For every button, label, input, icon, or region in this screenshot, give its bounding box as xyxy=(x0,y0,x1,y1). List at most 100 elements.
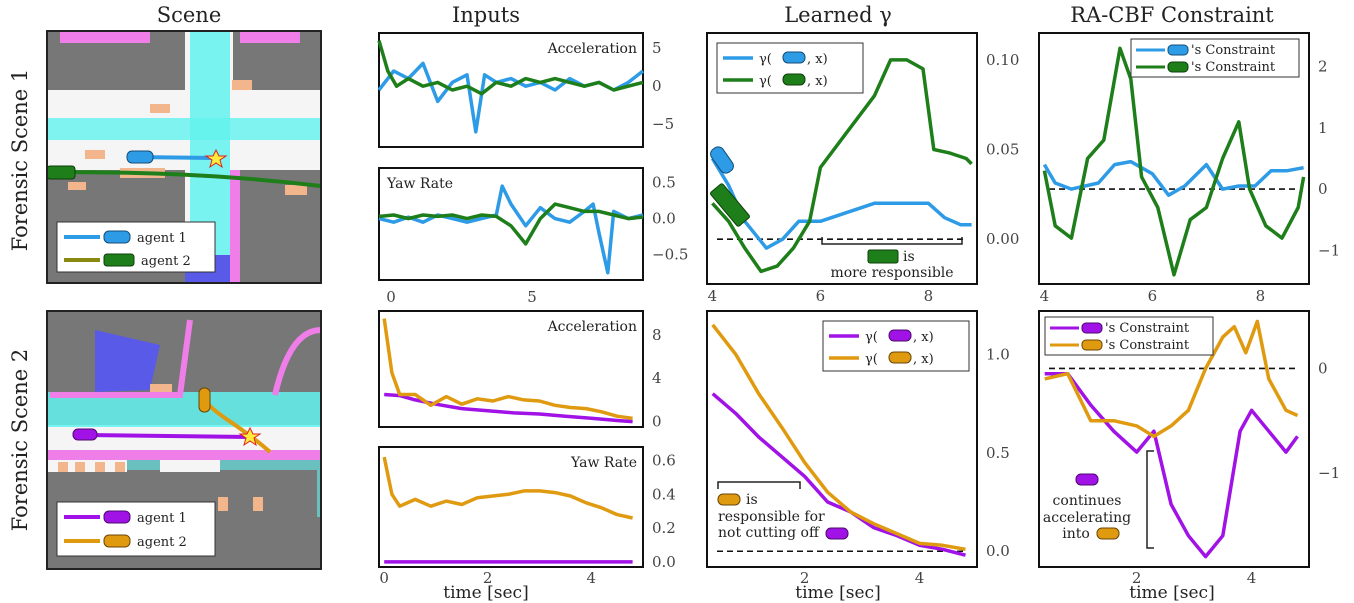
s2_accel-frame xyxy=(378,310,644,428)
s2_accel-ytick-2: 0 xyxy=(652,413,662,431)
s1_yaw-series-1 xyxy=(378,202,644,246)
column-title-inputs: Inputs xyxy=(452,3,520,27)
s2-cbf-annot-orange-car-icon xyxy=(1096,527,1120,540)
s2-gamma-annot-orange-car-icon xyxy=(717,493,741,506)
s2_cbf-series-0 xyxy=(1044,371,1299,559)
s1_cbf-xtick-1: 6 xyxy=(1148,287,1158,305)
s1_gamma-legend-car-icon-0 xyxy=(782,51,806,64)
s1_gamma-xtick-1: 6 xyxy=(816,287,826,305)
s1_cbf-legend-car-icon-0 xyxy=(1167,44,1189,56)
scene-2-map: agent 1 agent 2 xyxy=(46,310,322,570)
s2-gamma-annot-line-3: not cutting off xyxy=(718,525,820,541)
s1_gamma-series-0 xyxy=(710,157,972,250)
s1-gamma-annot-line-2: more responsible xyxy=(830,265,953,281)
s2_gamma-legend: γ(, x) γ(, x) xyxy=(822,320,970,372)
svg-text:, x): , x) xyxy=(913,352,934,367)
s1_gamma-ytick-1: 0.05 xyxy=(986,141,1019,159)
s2_gamma-ytick-0: 1.0 xyxy=(986,345,1010,363)
svg-text:'s Constraint: 's Constraint xyxy=(1191,43,1276,58)
column-title-racbf: RA-CBF Constraint xyxy=(1070,3,1274,27)
s2-gamma-annot-line-1: is xyxy=(746,492,758,508)
s2_gamma-xtick-1: 4 xyxy=(915,569,925,587)
s1_cbf-ytick-2: 0 xyxy=(1318,180,1328,198)
svg-text:'s Constraint: 's Constraint xyxy=(1105,338,1190,353)
s1_accel-series-1 xyxy=(377,40,644,96)
s2_cbf-legend: 's Constraint 's Constraint xyxy=(1044,316,1214,356)
s1_gamma-legend: γ(, x) γ(, x) xyxy=(716,42,864,94)
s2-cbf-annot-purple-car-icon xyxy=(1075,473,1099,486)
s1-gamma-annotation: is more responsible xyxy=(710,146,963,281)
s2-cbf-annot-line-1: continues xyxy=(1053,493,1122,509)
s1_gamma-xtick-0: 4 xyxy=(708,287,718,305)
s1_yaw-series-0 xyxy=(378,184,644,275)
s1-gamma-blue-car-icon xyxy=(710,146,734,174)
s1-gamma-chart: 0.10 0.05 0.00 4 6 8 γ(, x) γ(, x) xyxy=(706,32,1019,305)
scene-1-legend-agent-2: agent 2 xyxy=(141,254,191,269)
scene-2-legend-agent-1: agent 1 xyxy=(137,511,187,526)
s2_gamma-xtick-0: 2 xyxy=(800,569,810,587)
scene-2-legend: agent 1 agent 2 xyxy=(56,501,216,557)
svg-text:, x): , x) xyxy=(913,330,934,345)
s2_accel-title: Acceleration xyxy=(547,319,637,335)
s1_gamma-legend-car-icon-1 xyxy=(782,73,806,86)
s2-yaw-chart: 0.6 0.4 0.2 0.0 0 2 4 Yaw Rate xyxy=(378,446,676,587)
s1_cbf-legend-car-icon-1 xyxy=(1167,61,1189,73)
xlabel-cbf: time [sec] xyxy=(1129,583,1214,603)
s2_yaw-ytick-2: 0.2 xyxy=(652,519,676,537)
s1_accel-frame xyxy=(378,32,644,148)
s2_yaw-ytick-3: 0.0 xyxy=(652,553,676,571)
svg-text:, x): , x) xyxy=(807,74,828,89)
s2_yaw-xtick-2: 4 xyxy=(586,569,596,587)
scene-1-map: agent 1 agent 2 xyxy=(46,30,322,284)
s2_gamma-ytick-1: 0.5 xyxy=(986,444,1010,462)
s2_cbf-ytick-0: 0 xyxy=(1318,359,1328,377)
s1_accel-title: Acceleration xyxy=(547,41,637,57)
s2_accel-ytick-0: 8 xyxy=(652,326,662,344)
s1_accel-ytick-2: −5 xyxy=(652,115,674,133)
xlabel-inputs: time [sec] xyxy=(443,583,528,603)
svg-text:'s Constraint: 's Constraint xyxy=(1191,60,1276,75)
xlabel-gamma: time [sec] xyxy=(795,583,880,603)
s2_yaw-xtick-1: 2 xyxy=(483,569,493,587)
s1_gamma-xtick-2: 8 xyxy=(924,287,934,305)
s1_accel-ytick-1: 0 xyxy=(652,77,662,95)
row-title-scene-1: Forensic Scene 1 xyxy=(8,69,32,252)
column-title-learned-gamma: Learned γ xyxy=(784,3,892,27)
s2-accel-chart: 8 4 0 Acceleration xyxy=(378,310,662,431)
s1-gamma-green-truck-icon xyxy=(710,183,750,227)
s1_cbf-series-0 xyxy=(1042,159,1304,197)
s1_cbf-ytick-0: 2 xyxy=(1318,58,1328,76)
s1_cbf-ytick-3: −1 xyxy=(1318,241,1340,259)
s1_yaw-ytick-0: 0.5 xyxy=(652,173,676,191)
s2_accel-series-1 xyxy=(382,318,633,421)
s2-cbf-annotation: continues accelerating into xyxy=(1043,450,1154,549)
s1-yaw-chart: 0.5 0.0 −0.5 Yaw Rate xyxy=(378,167,688,281)
s1_gamma-ytick-2: 0.00 xyxy=(986,230,1019,248)
svg-text:γ(: γ( xyxy=(865,330,878,345)
s2_yaw-series-1 xyxy=(382,456,633,520)
s2-gamma-annot-purple-car-icon xyxy=(825,527,849,540)
svg-text:'s Constraint: 's Constraint xyxy=(1105,321,1190,336)
s2_gamma-legend-car-icon-1 xyxy=(888,351,912,364)
s2_gamma-legend-car-icon-0 xyxy=(888,329,912,342)
column-title-scene: Scene xyxy=(157,3,222,27)
s1_cbf-ytick-1: 1 xyxy=(1318,119,1328,137)
s2_cbf-ytick-1: −1 xyxy=(1318,464,1340,482)
s2_accel-series-0 xyxy=(384,392,633,424)
s2-cbf-annot-line-2: accelerating xyxy=(1043,510,1131,526)
s2_gamma-series-1 xyxy=(711,323,966,552)
s2_yaw-title: Yaw Rate xyxy=(570,455,637,471)
svg-text:γ(: γ( xyxy=(759,74,772,89)
s1_cbf-series-1 xyxy=(1042,46,1306,277)
s2_gamma-series-0 xyxy=(711,392,966,557)
s2_cbf-xtick-1: 4 xyxy=(1247,569,1257,587)
s2_accel-ytick-1: 4 xyxy=(652,369,662,387)
s2_yaw-ytick-1: 0.4 xyxy=(652,485,676,503)
s2-gamma-chart: 1.0 0.5 0.0 2 4 γ(, x) γ(, x) xyxy=(706,310,1010,587)
s1_cbf-xtick-0: 4 xyxy=(1040,287,1050,305)
s1-accel-chart: 5 0 −5 Acceleration xyxy=(377,32,674,148)
s2-cbf-annot-line-3: into xyxy=(1062,526,1090,542)
s1_cbf-xtick-2: 8 xyxy=(1256,287,1266,305)
s1-gamma-annot-truck-icon xyxy=(867,249,899,264)
